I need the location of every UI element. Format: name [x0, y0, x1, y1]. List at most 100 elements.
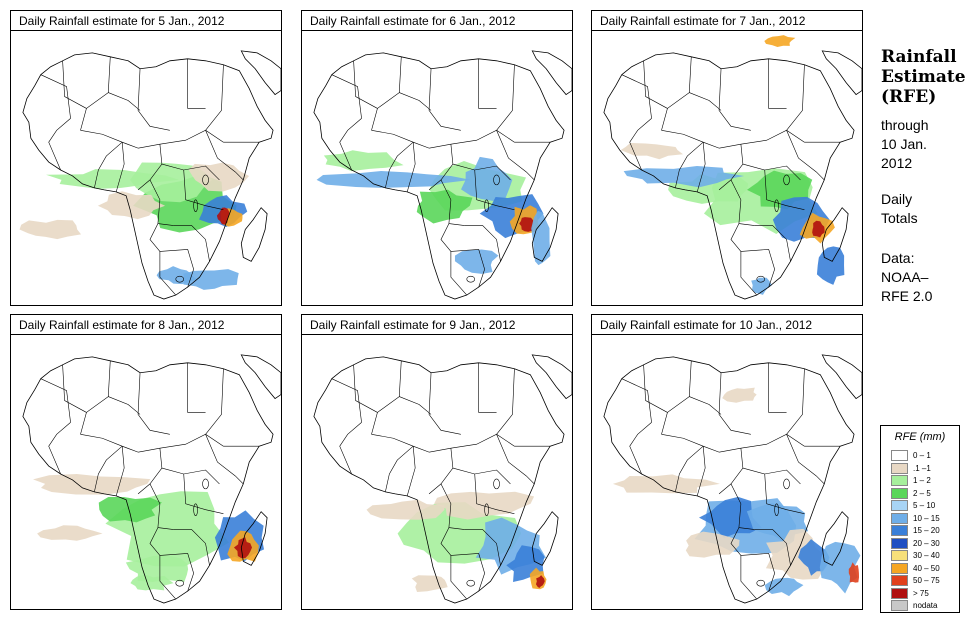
country-border	[440, 527, 479, 556]
country-border	[428, 144, 454, 191]
rainfall-area	[685, 531, 740, 558]
rainfall-map	[10, 30, 282, 306]
country-border	[675, 445, 704, 492]
panel-title: Daily Rainfall estimate for 9 Jan., 2012	[301, 314, 573, 334]
country-border	[719, 433, 805, 453]
title-line: (RFE)	[881, 87, 937, 107]
country-border	[440, 223, 479, 252]
legend-swatch	[891, 600, 908, 611]
country-border	[696, 446, 706, 496]
lake	[493, 478, 500, 490]
legend-item: 10 – 15	[891, 512, 955, 524]
country-border	[450, 555, 468, 600]
country-border	[464, 225, 501, 262]
legend-label: 1 – 2	[913, 476, 931, 485]
country-border	[339, 118, 362, 171]
landmass	[592, 38, 662, 53]
country-border	[94, 445, 123, 492]
country-border	[478, 249, 485, 288]
legend-label: 40 – 50	[913, 563, 940, 573]
country-border	[740, 555, 758, 600]
rainfall-area	[98, 497, 162, 523]
legend-swatch	[891, 575, 908, 586]
country-border	[205, 64, 224, 131]
country-border	[718, 448, 744, 495]
country-border	[764, 169, 805, 210]
country-border	[159, 555, 177, 600]
title-line: Rainfall	[881, 47, 957, 67]
country-border	[80, 433, 139, 453]
legend-item: 30 – 40	[891, 550, 955, 561]
lake	[756, 275, 766, 283]
country-border	[187, 58, 206, 109]
country-border	[399, 396, 432, 415]
rainfall-area	[233, 537, 253, 559]
country-border	[235, 475, 244, 485]
legend-label: .1 –1	[913, 463, 931, 473]
country-border	[452, 467, 511, 485]
country-border	[187, 553, 194, 592]
coastline	[22, 356, 274, 604]
legend-swatch	[891, 450, 908, 461]
country-border	[205, 434, 236, 477]
legend: RFE (mm) 0 – 1 .1 –1 1 – 2 2 – 5 5 – 10 10 – …	[880, 425, 960, 613]
landmass	[302, 342, 372, 357]
country-border	[353, 60, 378, 109]
legend-label: 15 – 20	[913, 526, 940, 535]
country-border	[718, 144, 744, 191]
figure-title: Rainfall Estimate (RFE)	[881, 47, 966, 107]
country-border	[48, 118, 71, 171]
country-border	[94, 141, 123, 188]
country-border	[742, 467, 801, 485]
period-text: through 10 Jan. 2012	[881, 116, 965, 173]
legend-item: 50 – 75	[891, 575, 955, 586]
country-border	[764, 473, 805, 514]
country-border	[450, 251, 468, 296]
country-border	[661, 360, 692, 435]
country-border	[137, 448, 163, 495]
country-border	[80, 360, 111, 435]
country-border	[137, 68, 170, 131]
legend-label: 2 – 5	[913, 488, 931, 498]
lake	[783, 478, 790, 490]
map-panel: Daily Rainfall estimate for 8 Jan., 2012	[10, 314, 286, 610]
panel-title: Daily Rainfall estimate for 8 Jan., 2012	[10, 314, 282, 334]
legend-item: 1 – 2	[891, 475, 955, 486]
coastline	[240, 50, 281, 96]
rainfall-map	[10, 334, 282, 610]
rainfall-map	[301, 334, 573, 610]
country-border	[161, 467, 220, 485]
country-border	[161, 163, 220, 181]
country-border	[730, 179, 755, 226]
country-border	[137, 372, 170, 435]
legend-item: 20 – 30	[891, 537, 955, 549]
country-border	[661, 433, 720, 453]
country-border	[138, 129, 224, 149]
rainfall-area	[216, 207, 230, 225]
country-border	[62, 364, 87, 413]
country-border	[205, 130, 236, 173]
lake	[774, 503, 779, 516]
country-border	[173, 225, 210, 262]
map-panel: Daily Rainfall estimate for 10 Jan., 201…	[591, 314, 867, 610]
coastline	[821, 50, 862, 96]
country-border	[428, 372, 461, 435]
totals-line: Totals	[881, 210, 918, 226]
rainfall-area	[722, 387, 757, 403]
period-line: 2012	[881, 155, 913, 171]
panel-title: Daily Rainfall estimate for 7 Jan., 2012	[591, 10, 863, 30]
rainfall-area	[130, 574, 174, 591]
totals-text: Daily Totals	[881, 190, 965, 228]
country-border	[183, 169, 224, 210]
country-border	[478, 553, 485, 592]
landmass	[532, 50, 572, 95]
rainfall-area	[97, 191, 166, 220]
legend-label: 30 – 40	[913, 551, 940, 560]
country-border	[183, 473, 224, 514]
lake	[202, 478, 209, 490]
legend-swatch	[891, 462, 908, 474]
country-border	[643, 60, 668, 109]
country-border	[187, 362, 206, 413]
map-panel: Daily Rainfall estimate for 9 Jan., 2012	[301, 314, 577, 610]
coastline	[531, 354, 572, 400]
